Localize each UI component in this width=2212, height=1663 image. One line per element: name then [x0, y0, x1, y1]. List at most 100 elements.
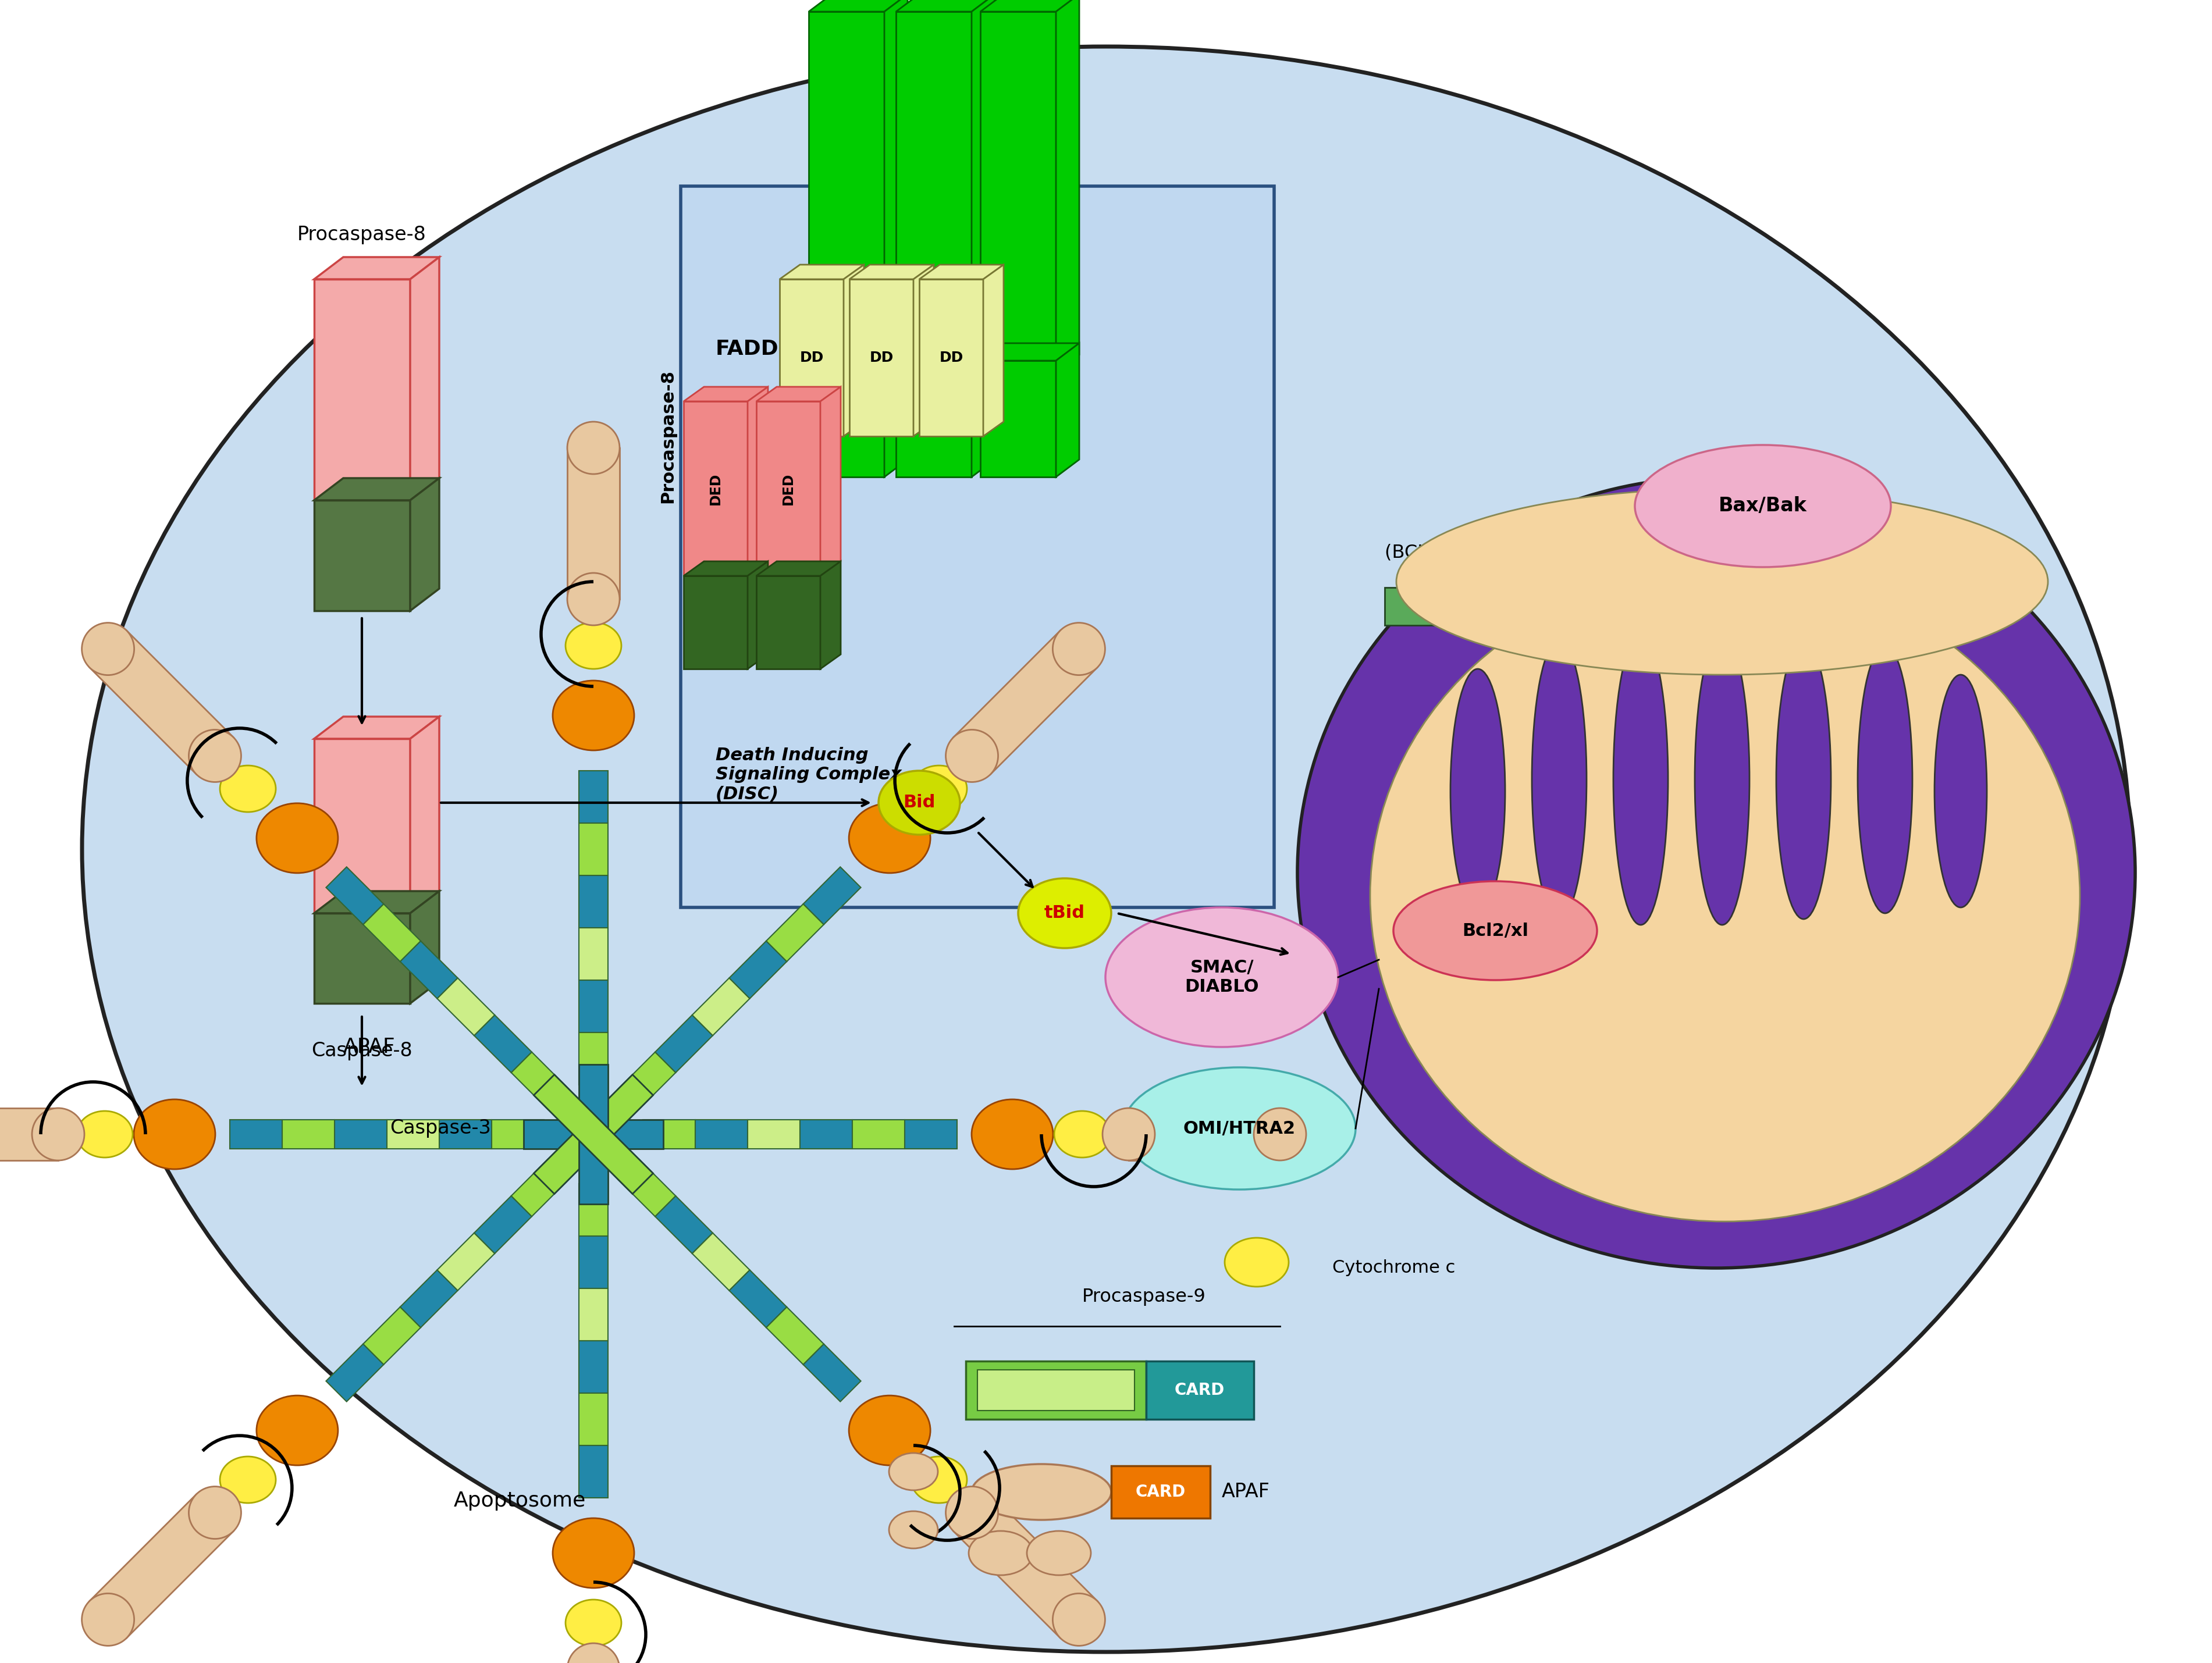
- Polygon shape: [684, 575, 748, 669]
- Text: OMI/HTRA2: OMI/HTRA2: [1183, 1119, 1296, 1137]
- Polygon shape: [920, 279, 984, 436]
- Polygon shape: [953, 1493, 1097, 1638]
- Polygon shape: [748, 1119, 801, 1149]
- Ellipse shape: [1776, 640, 1832, 920]
- Polygon shape: [730, 1271, 787, 1327]
- Ellipse shape: [188, 730, 241, 782]
- Ellipse shape: [1396, 489, 2048, 675]
- Text: BH4: BH4: [1411, 599, 1444, 614]
- Ellipse shape: [82, 1593, 135, 1646]
- Ellipse shape: [971, 1099, 1053, 1169]
- Polygon shape: [779, 264, 865, 279]
- Polygon shape: [325, 1344, 383, 1402]
- Polygon shape: [757, 575, 821, 669]
- Polygon shape: [580, 1445, 608, 1498]
- Polygon shape: [1650, 587, 1736, 625]
- Ellipse shape: [1053, 1593, 1106, 1646]
- Polygon shape: [363, 905, 420, 961]
- Polygon shape: [1055, 0, 1079, 373]
- Text: tBid: tBid: [1044, 905, 1086, 921]
- Text: FADD: FADD: [717, 339, 779, 359]
- Polygon shape: [409, 717, 440, 913]
- Ellipse shape: [1124, 1068, 1356, 1189]
- Polygon shape: [580, 770, 608, 823]
- Ellipse shape: [1394, 881, 1597, 980]
- Polygon shape: [511, 1159, 568, 1217]
- Polygon shape: [314, 501, 409, 610]
- Polygon shape: [885, 0, 907, 373]
- Polygon shape: [765, 1307, 823, 1365]
- Polygon shape: [314, 913, 409, 1003]
- Polygon shape: [88, 1493, 234, 1638]
- Polygon shape: [0, 1108, 58, 1161]
- Polygon shape: [980, 0, 1079, 12]
- Polygon shape: [920, 264, 1004, 279]
- Ellipse shape: [566, 1643, 619, 1663]
- Ellipse shape: [566, 1600, 622, 1646]
- Ellipse shape: [969, 1532, 1033, 1575]
- Text: BH2: BH2: [1677, 599, 1710, 614]
- Polygon shape: [896, 0, 995, 12]
- Ellipse shape: [889, 1453, 938, 1490]
- Ellipse shape: [188, 1487, 241, 1538]
- Ellipse shape: [1225, 1237, 1290, 1287]
- Polygon shape: [580, 1033, 608, 1084]
- Text: CARD: CARD: [1175, 1382, 1225, 1399]
- Polygon shape: [821, 562, 841, 669]
- Polygon shape: [684, 401, 748, 575]
- Text: Procaspase-8: Procaspase-8: [659, 369, 677, 504]
- Ellipse shape: [1018, 878, 1110, 948]
- Ellipse shape: [1106, 908, 1338, 1048]
- Polygon shape: [314, 279, 409, 501]
- Ellipse shape: [1858, 645, 1913, 913]
- Polygon shape: [655, 1014, 712, 1073]
- Polygon shape: [684, 387, 768, 401]
- Ellipse shape: [947, 730, 998, 782]
- Polygon shape: [967, 1360, 1146, 1419]
- Ellipse shape: [1298, 477, 2135, 1269]
- Text: Procaspase-8: Procaspase-8: [296, 225, 427, 244]
- Polygon shape: [363, 1307, 420, 1365]
- Ellipse shape: [257, 1395, 338, 1465]
- Polygon shape: [849, 279, 914, 436]
- Ellipse shape: [1254, 1108, 1305, 1161]
- Ellipse shape: [82, 622, 135, 675]
- Polygon shape: [684, 562, 768, 575]
- Polygon shape: [980, 343, 1079, 361]
- Polygon shape: [88, 630, 234, 775]
- Polygon shape: [580, 1289, 608, 1340]
- Polygon shape: [810, 343, 907, 361]
- Polygon shape: [580, 1184, 608, 1236]
- Polygon shape: [409, 258, 440, 501]
- Polygon shape: [1562, 587, 1648, 625]
- Text: (BCL-2, BCL-XL, BCL-W, MCL1: (BCL-2, BCL-XL, BCL-W, MCL1: [1385, 544, 1657, 562]
- Ellipse shape: [1451, 669, 1504, 913]
- Ellipse shape: [1369, 570, 2079, 1222]
- Polygon shape: [580, 823, 608, 875]
- Text: DD: DD: [869, 351, 894, 364]
- Polygon shape: [905, 1119, 958, 1149]
- Text: BH1: BH1: [1588, 599, 1621, 614]
- Polygon shape: [566, 447, 619, 599]
- Ellipse shape: [1053, 622, 1106, 675]
- Ellipse shape: [1533, 640, 1586, 920]
- Polygon shape: [400, 941, 458, 998]
- Ellipse shape: [566, 422, 619, 474]
- Text: APAF: APAF: [1221, 1482, 1270, 1502]
- Polygon shape: [1110, 1465, 1210, 1518]
- Polygon shape: [971, 343, 995, 477]
- Polygon shape: [473, 1014, 531, 1073]
- Ellipse shape: [1936, 675, 1986, 908]
- Polygon shape: [953, 630, 1097, 775]
- Ellipse shape: [1694, 634, 1750, 925]
- Polygon shape: [803, 1344, 860, 1402]
- Text: Bcl2/xl: Bcl2/xl: [1462, 923, 1528, 940]
- Ellipse shape: [878, 770, 960, 835]
- Polygon shape: [1385, 587, 1471, 625]
- Polygon shape: [230, 1119, 283, 1149]
- Polygon shape: [440, 1119, 491, 1149]
- Polygon shape: [580, 980, 608, 1033]
- Polygon shape: [283, 1119, 334, 1149]
- Text: Death Inducing
Signaling Complex
(DISC): Death Inducing Signaling Complex (DISC): [717, 747, 902, 803]
- Polygon shape: [580, 1394, 608, 1445]
